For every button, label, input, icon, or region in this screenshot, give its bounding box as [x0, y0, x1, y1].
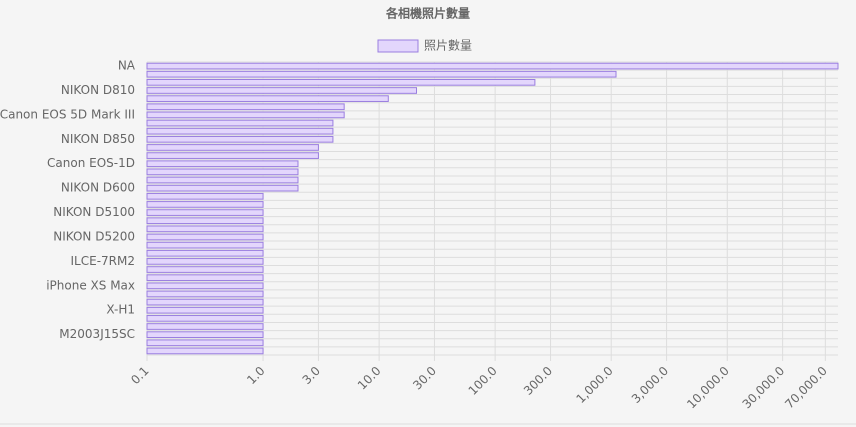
bar	[146, 347, 264, 355]
x-tick-label: 1,000.0	[574, 364, 616, 406]
x-tick-label: 100.0	[466, 364, 500, 398]
x-tick-label: 30.0	[410, 364, 439, 393]
bar	[146, 233, 264, 241]
y-tick-label: X-H1	[106, 303, 135, 317]
x-tick-label: 0.1	[128, 364, 151, 387]
bar	[146, 111, 345, 119]
x-tick-label: 300.0	[521, 364, 555, 398]
bar	[146, 119, 334, 127]
bar	[146, 266, 264, 273]
bar	[146, 168, 299, 176]
bar	[146, 217, 264, 225]
bar	[146, 144, 319, 151]
bar	[146, 315, 264, 322]
bar	[146, 78, 536, 86]
bar	[146, 127, 334, 135]
bar	[146, 87, 417, 94]
y-tick-label: NIKON D850	[61, 132, 135, 146]
bar	[146, 282, 264, 290]
bar	[146, 258, 264, 265]
bar	[146, 160, 299, 168]
bar	[146, 249, 264, 257]
bar	[146, 70, 617, 78]
y-tick-label: M2003J15SC	[59, 327, 135, 341]
bar	[146, 152, 319, 159]
y-tick-label: Canon EOS-1D	[47, 156, 135, 170]
bar	[146, 331, 264, 339]
x-tick-label: 30,000.0	[740, 364, 788, 412]
bar	[146, 298, 264, 306]
bar	[146, 306, 264, 314]
y-tick-label: NIKON D5200	[53, 229, 135, 243]
x-tick-label: 10,000.0	[684, 364, 732, 412]
y-tick-label: NIKON D810	[61, 83, 135, 97]
bar	[146, 184, 299, 192]
x-tick-label: 1.0	[244, 364, 267, 387]
x-tick-label: 10.0	[355, 364, 384, 393]
bar	[146, 225, 264, 233]
y-tick-label: ILCE-7RM2	[71, 254, 135, 268]
bar	[146, 192, 264, 200]
bar	[146, 103, 345, 111]
bar	[146, 135, 334, 143]
bar	[146, 95, 389, 102]
bar	[146, 241, 264, 249]
legend-swatch	[377, 39, 419, 53]
bar	[146, 201, 264, 208]
bar	[146, 290, 264, 298]
bar	[146, 339, 264, 347]
bar	[146, 323, 264, 330]
y-tick-label: NA	[118, 59, 136, 73]
legend-label: 照片數量	[424, 39, 472, 53]
y-tick-label: Canon EOS 5D Mark III	[0, 107, 135, 121]
bar	[146, 274, 264, 282]
y-tick-label: iPhone XS Max	[46, 278, 135, 292]
y-tick-label: NIKON D5100	[53, 205, 135, 219]
y-tick-label: NIKON D600	[61, 181, 135, 195]
bar	[146, 209, 264, 216]
bar	[146, 62, 839, 70]
bar	[146, 176, 299, 184]
chart-title: 各相機照片數量	[385, 6, 470, 21]
x-tick-label: 70,000.0	[782, 364, 830, 412]
x-tick-label: 3,000.0	[629, 364, 671, 406]
x-tick-label: 3.0	[300, 364, 323, 387]
